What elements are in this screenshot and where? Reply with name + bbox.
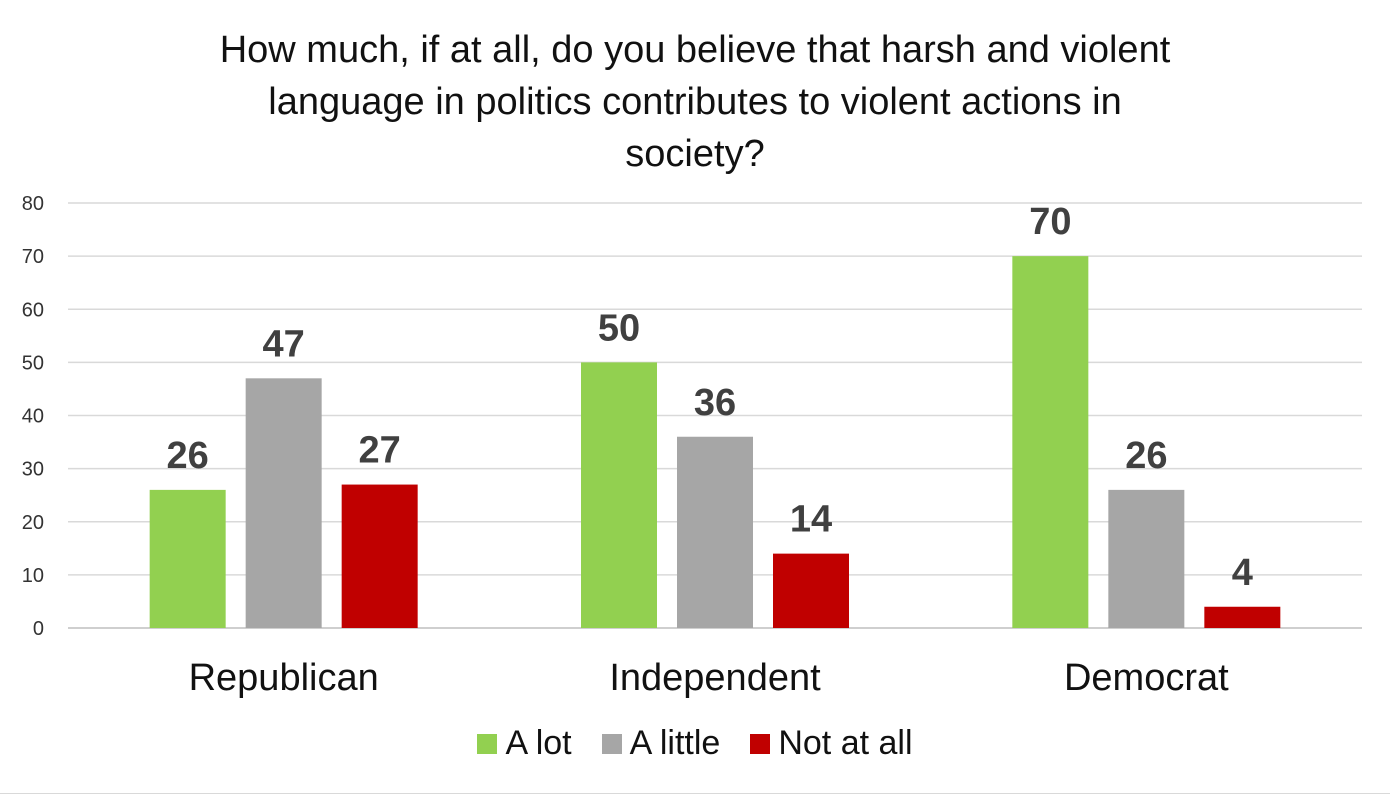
y-tick-label: 20 xyxy=(22,512,44,534)
x-axis: Republican Independent Democrat xyxy=(189,657,1230,699)
legend-swatch xyxy=(477,733,498,754)
bar xyxy=(341,484,418,628)
data-label: 50 xyxy=(598,307,640,349)
y-tick-label: 40 xyxy=(22,406,44,428)
data-label: 70 xyxy=(1029,201,1071,243)
chart-title: How much, if at all, do you believe that… xyxy=(100,24,1290,180)
bars xyxy=(149,256,1281,628)
data-label: 26 xyxy=(1125,435,1167,477)
data-label: 4 xyxy=(1232,552,1253,594)
x-category-label: Independent xyxy=(609,657,821,699)
bar xyxy=(581,362,657,628)
bottom-rule xyxy=(0,793,1390,794)
y-tick-label: 10 xyxy=(22,565,44,587)
bar xyxy=(677,436,753,628)
bar xyxy=(149,489,226,628)
y-tick-label: 80 xyxy=(22,193,44,215)
bar-chart: 0 10 20 30 40 50 60 70 80 26 47 27 50 36 14 70 26 4 Repu… xyxy=(22,193,1362,699)
y-tick-label: 50 xyxy=(22,352,44,374)
data-label: 47 xyxy=(263,323,305,365)
legend-item-not-at-all: Not at all xyxy=(750,724,913,763)
legend-swatch xyxy=(601,733,622,754)
legend-label: A little xyxy=(629,724,721,762)
chart-title-line: How much, if at all, do you believe that… xyxy=(219,29,1171,71)
y-tick-label: 0 xyxy=(33,618,44,640)
bar xyxy=(245,378,322,628)
data-label: 14 xyxy=(790,499,832,541)
data-label: 27 xyxy=(359,430,401,472)
data-label: 26 xyxy=(167,435,209,477)
bar xyxy=(1108,489,1185,628)
y-tick-label: 30 xyxy=(22,459,44,481)
legend-label: A lot xyxy=(505,724,572,762)
data-labels: 26 47 27 50 36 14 70 26 4 xyxy=(167,201,1253,594)
legend: A lot A little Not at all xyxy=(0,724,1390,763)
legend-item-a-lot: A lot xyxy=(477,724,572,763)
chart-title-line: language in politics contributes to viol… xyxy=(268,81,1122,123)
chart-title-line: society? xyxy=(625,133,765,175)
x-category-label: Republican xyxy=(189,657,379,699)
legend-label: Not at all xyxy=(778,724,913,762)
y-axis: 0 10 20 30 40 50 60 70 80 xyxy=(22,193,44,640)
bar xyxy=(1204,606,1281,628)
y-tick-label: 60 xyxy=(22,299,44,321)
bar xyxy=(773,553,849,628)
y-tick-label: 70 xyxy=(22,246,44,268)
legend-item-a-little: A little xyxy=(601,724,721,763)
data-label: 36 xyxy=(694,382,736,424)
x-category-label: Democrat xyxy=(1064,657,1229,699)
legend-swatch xyxy=(750,733,771,754)
bar xyxy=(1012,256,1089,628)
